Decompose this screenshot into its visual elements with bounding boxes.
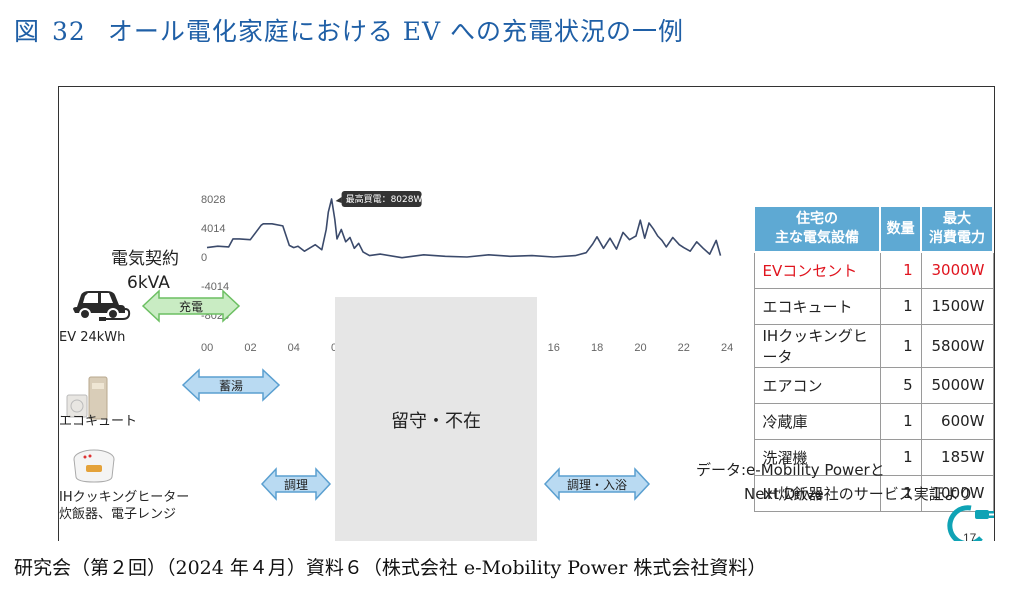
cooking-bath-arrow: 調理・入浴 — [543, 467, 651, 501]
header-max-power: 最大 消費電力 — [920, 205, 994, 253]
source-note-line1: データ:e-Mobility Powerと — [696, 461, 885, 479]
contract-line1: 電気契約 — [111, 249, 179, 269]
cooking-label: IHクッキングヒーター 炊飯器、電子レンジ — [59, 489, 189, 523]
ecocute-label: エコキュート — [59, 414, 138, 429]
figure-title: 図 32 オール電化家庭における EV への充電状況の一例 — [14, 12, 684, 48]
table-row: IHクッキングヒータ 1 5800W — [753, 323, 994, 368]
slide: 電気契約 6kVA 802840140-4014-802800020406081… — [58, 86, 995, 541]
source-note: データ:e-Mobility Powerと Next Drive社のサービス実証… — [696, 458, 973, 506]
header-equipment: 住宅の 主な電気設備 — [752, 205, 882, 253]
equipment-name: IHクッキングヒータ — [753, 323, 881, 368]
figure-label: 図 — [14, 17, 41, 46]
absent-box: 留守・不在 — [335, 297, 537, 541]
contract-label: 電気契約 6kVA — [111, 247, 179, 295]
equipment-power: 5800W — [920, 323, 994, 368]
x-tick-label: 22 — [678, 342, 690, 354]
x-tick-label: 16 — [548, 342, 560, 354]
cooking-label-line1: IHクッキングヒーター — [59, 490, 190, 505]
equipment-qty: 1 — [879, 474, 922, 512]
charge-label: 充電 — [178, 299, 203, 314]
table-row: エアコン 5 5000W — [753, 366, 994, 404]
equipment-qty: 1 — [879, 323, 922, 368]
table-row: 洗濯機 1 185W — [753, 438, 994, 476]
equipment-power: 5000W — [920, 366, 994, 404]
equipment-name: エアコン — [753, 366, 881, 404]
x-tick-label: 20 — [634, 342, 646, 354]
series-line — [206, 198, 722, 259]
table-row: IH炊飯器 1 1000W — [753, 474, 994, 512]
plug-logo-icon: 17 — [947, 505, 994, 541]
equipment-name: IH炊飯器 — [753, 474, 881, 512]
equipment-qty: 5 — [879, 366, 922, 404]
equipment-name: EVコンセント — [753, 251, 881, 289]
equipment-table: 住宅の 主な電気設備 数量 最大 消費電力 EVコンセント 1 3000W エコ… — [752, 205, 994, 512]
cooking-label-line2: 炊飯器、電子レンジ — [59, 507, 177, 522]
peak-callout-box — [341, 191, 422, 207]
y-tick-label: 0 — [201, 252, 207, 264]
source-note-line2: Next Drive社のサービス実証より — [744, 485, 974, 503]
y-tick-label: -4014 — [201, 281, 229, 293]
equipment-name: エコキュート — [753, 287, 881, 325]
absent-label: 留守・不在 — [391, 410, 481, 432]
equipment-power: 1000W — [920, 474, 994, 512]
water-heater-icon — [66, 376, 108, 420]
cooking-device — [71, 447, 117, 489]
ev-label: EV 24kWh — [59, 330, 126, 345]
y-tick-label: 4014 — [201, 223, 225, 235]
table-row: EVコンセント 1 3000W — [753, 251, 994, 289]
equipment-qty: 1 — [879, 402, 922, 440]
x-tick-label: 00 — [201, 342, 213, 354]
cooking-arrow-label: 調理 — [283, 477, 308, 492]
y-tick-label: 8028 — [201, 194, 225, 206]
peak-label: 最高買電：8028W — [346, 193, 423, 205]
peak-callout-pointer — [335, 197, 342, 203]
contract-line2: 6kVA — [127, 273, 170, 293]
cooking-bath-label: 調理・入浴 — [566, 477, 627, 492]
equipment-power: 1500W — [920, 287, 994, 325]
ecocute-device — [65, 375, 111, 427]
equipment-qty: 1 — [879, 438, 922, 476]
equipment-power: 600W — [920, 402, 994, 440]
table-row: エコキュート 1 1500W — [753, 287, 994, 325]
hot-water-label: 蓄湯 — [218, 378, 243, 393]
ev-device — [69, 285, 131, 325]
equipment-power: 185W — [920, 438, 994, 476]
header-quantity: 数量 — [879, 205, 923, 253]
equipment-name: 冷蔵庫 — [753, 402, 881, 440]
logo: 17 — [941, 504, 994, 541]
table-header-row: 住宅の 主な電気設備 数量 最大 消費電力 — [752, 205, 994, 253]
charge-arrow: 充電 — [141, 289, 241, 323]
equipment-power: 3000W — [920, 251, 994, 289]
equipment-name: 洗濯機 — [753, 438, 881, 476]
caption: 研究会（第２回）（2024 年４月）資料６（株式会社 e-Mobility Po… — [14, 557, 767, 579]
x-tick-label: 18 — [591, 342, 603, 354]
hot-water-arrow: 蓄湯 — [181, 368, 281, 402]
logo-text: 17 — [963, 531, 977, 541]
figure-title-text: オール電化家庭における EV への充電状況の一例 — [107, 17, 685, 46]
x-tick-label: 24 — [721, 342, 733, 354]
equipment-qty: 1 — [879, 251, 922, 289]
x-tick-label: 02 — [244, 342, 256, 354]
table-row: 冷蔵庫 1 600W — [753, 402, 994, 440]
cooking-arrow: 調理 — [260, 467, 332, 501]
x-tick-label: 04 — [288, 342, 300, 354]
car-icon — [73, 291, 131, 321]
rice-cooker-icon — [73, 449, 115, 483]
figure-number: 32 — [52, 17, 86, 46]
equipment-qty: 1 — [879, 287, 922, 325]
